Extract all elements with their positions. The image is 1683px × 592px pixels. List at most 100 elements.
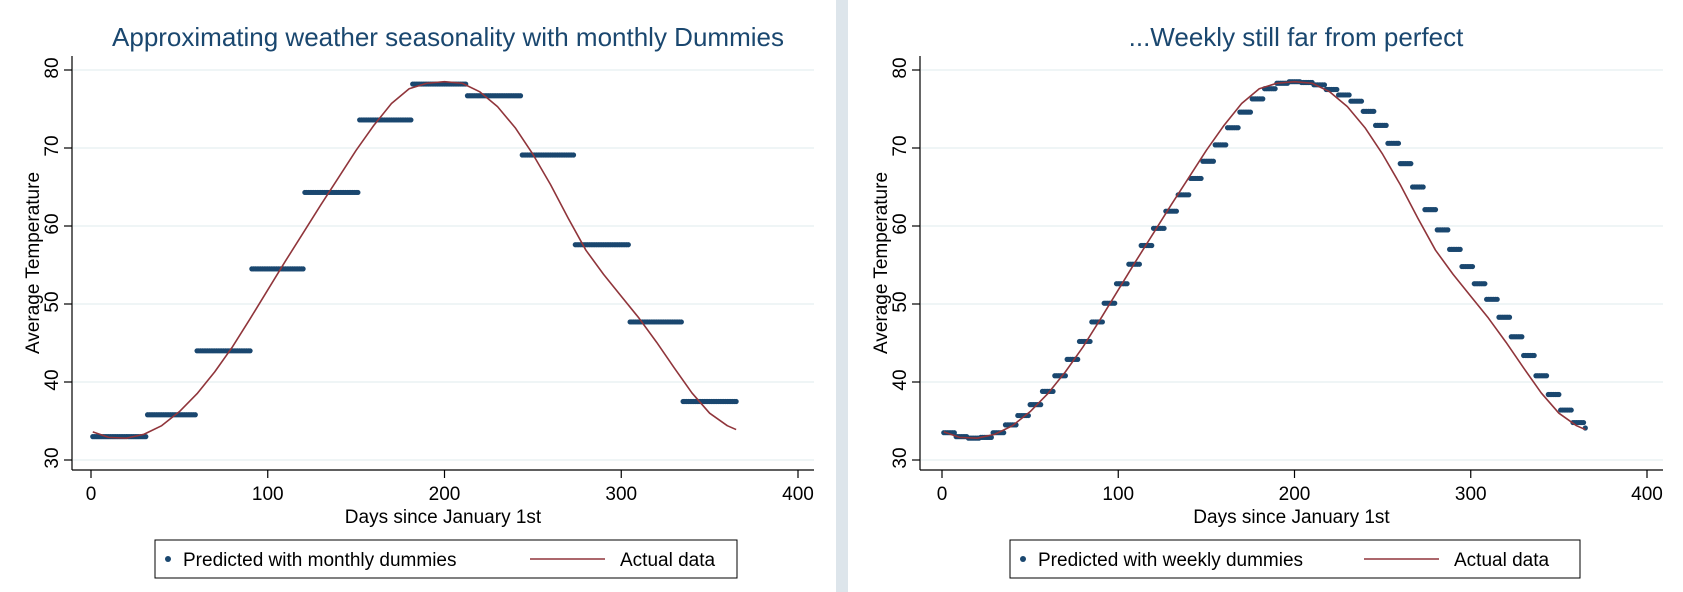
- predicted-step: [1200, 158, 1217, 164]
- legend-label-actual: Actual data: [620, 550, 715, 571]
- y-tick-label: 70: [890, 135, 911, 156]
- predicted-step: [519, 152, 577, 158]
- predicted-point: [1457, 246, 1463, 252]
- predicted-point: [1136, 261, 1142, 267]
- predicted-point: [1556, 391, 1562, 398]
- legend-box: [154, 539, 738, 579]
- x-tick-label: 400: [1631, 484, 1663, 505]
- chart-title: ...Weekly still far from perfect: [1129, 22, 1464, 52]
- predicted-step: [1521, 352, 1537, 359]
- y-tick-label: 50: [42, 291, 63, 312]
- predicted-step: [1496, 314, 1513, 320]
- chart-monthly: Approximating weather seasonality with m…: [23, 22, 814, 579]
- predicted-point: [1198, 175, 1204, 182]
- legend-label-predicted: Predicted with weekly dummies: [1038, 550, 1303, 571]
- predicted-step: [1508, 334, 1525, 340]
- actual-data-line: [943, 80, 1586, 439]
- predicted-point: [192, 412, 198, 418]
- predicted-step: [464, 93, 524, 99]
- chart-panel-monthly: Approximating weather seasonality with m…: [0, 0, 836, 592]
- predicted-step: [1335, 92, 1352, 98]
- predicted-step: [1372, 122, 1389, 128]
- legend-box: [1009, 539, 1581, 579]
- y-tick-label: 30: [890, 447, 911, 468]
- legend-marker-predicted: [165, 556, 171, 562]
- predicted-point: [1531, 352, 1537, 359]
- predicted-point: [1494, 296, 1500, 302]
- predicted-step: [1422, 207, 1439, 213]
- predicted-step: [1150, 225, 1167, 231]
- predicted-point: [1395, 140, 1402, 146]
- predicted-point: [1346, 92, 1352, 98]
- x-tick-label: 0: [937, 484, 948, 505]
- predicted-point: [625, 242, 631, 248]
- predicted-step: [1237, 109, 1254, 115]
- panel-divider: [836, 0, 848, 592]
- x-tick-label: 200: [1279, 484, 1311, 505]
- predicted-point: [1445, 227, 1451, 233]
- x-tick-label: 300: [605, 484, 637, 505]
- predicted-point: [300, 266, 306, 272]
- predicted-point: [1050, 388, 1056, 394]
- y-tick-label: 40: [42, 369, 63, 390]
- predicted-point: [1432, 207, 1439, 213]
- y-tick-label: 70: [42, 135, 63, 156]
- predicted-point: [1173, 208, 1180, 214]
- predicted-point: [1543, 373, 1550, 379]
- predicted-step: [144, 412, 198, 418]
- predicted-step: [357, 117, 414, 123]
- predicted-step: [1113, 281, 1130, 287]
- predicted-point: [1383, 122, 1389, 128]
- predicted-step: [1360, 108, 1377, 114]
- predicted-point: [408, 117, 414, 123]
- predicted-step: [680, 398, 739, 405]
- predicted-point: [1223, 142, 1229, 148]
- chart-title: Approximating weather seasonality with m…: [112, 22, 784, 52]
- predicted-point: [1124, 281, 1130, 287]
- predicted-step: [1397, 161, 1414, 167]
- predicted-point: [1112, 300, 1118, 306]
- predicted-step: [249, 266, 306, 272]
- predicted-point: [1334, 86, 1340, 93]
- y-tick-label: 60: [890, 213, 911, 234]
- predicted-point: [1519, 334, 1525, 340]
- y-axis-label: Average Temperature: [871, 172, 892, 354]
- predicted-point: [1075, 356, 1081, 362]
- y-tick-label: 80: [42, 57, 63, 78]
- predicted-step: [1545, 391, 1562, 398]
- x-tick-label: 400: [782, 484, 814, 505]
- predicted-step: [1434, 227, 1451, 233]
- x-tick-label: 300: [1455, 484, 1487, 505]
- y-tick-label: 50: [890, 291, 911, 312]
- predicted-step: [1484, 296, 1500, 302]
- predicted-point: [143, 434, 149, 440]
- predicted-point: [1247, 109, 1254, 115]
- predicted-point: [1506, 314, 1513, 320]
- x-axis-label: Days since January 1st: [1193, 507, 1390, 528]
- x-axis-label: Days since January 1st: [345, 507, 542, 528]
- predicted-step: [1409, 184, 1426, 190]
- predicted-point: [1235, 125, 1241, 131]
- predicted-step: [1224, 125, 1241, 131]
- predicted-step: [302, 189, 361, 196]
- predicted-point: [1469, 263, 1476, 270]
- predicted-step: [1249, 96, 1266, 102]
- predicted-point: [1186, 192, 1192, 198]
- predicted-point: [1161, 225, 1167, 231]
- y-axis-label: Average Temperature: [23, 172, 44, 354]
- actual-data-line: [92, 80, 737, 439]
- predicted-step: [1558, 407, 1574, 413]
- predicted-step: [1447, 246, 1463, 252]
- predicted-step: [194, 348, 253, 354]
- predicted-point: [1210, 158, 1217, 164]
- predicted-point: [951, 430, 957, 436]
- predicted-step: [1471, 281, 1488, 287]
- predicted-point: [1087, 338, 1093, 345]
- predicted-point: [570, 152, 577, 158]
- predicted-point: [1272, 86, 1278, 92]
- legend-marker-predicted: [1020, 556, 1026, 562]
- y-tick-label: 40: [890, 369, 911, 390]
- predicted-point: [1149, 242, 1155, 249]
- predicted-step: [1533, 373, 1550, 379]
